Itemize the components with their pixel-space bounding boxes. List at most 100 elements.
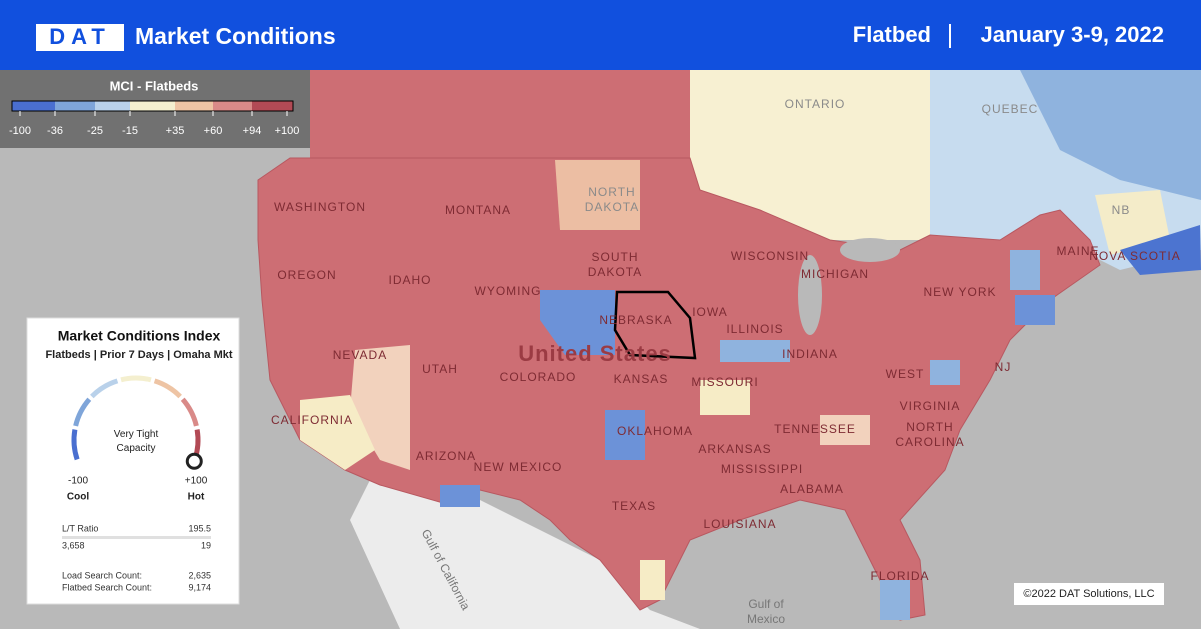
omaha-market <box>613 290 697 360</box>
map-label: WISCONSIN <box>731 249 809 263</box>
map-label: NJ <box>995 360 1012 374</box>
legend-frame <box>11 100 294 112</box>
search-label: Flatbed Search Count: <box>62 582 152 592</box>
us-land <box>257 157 1101 621</box>
header-bar <box>0 0 1201 70</box>
map-label: IOWA <box>692 305 728 319</box>
legend-swatch <box>213 101 252 111</box>
legend-swatch <box>252 101 293 111</box>
ne-area <box>1015 295 1055 325</box>
gauge-min-caption: Cool <box>67 492 89 503</box>
west-nebraska <box>540 290 615 355</box>
map-label: OKLAHOMA <box>617 424 693 438</box>
mexico-land <box>350 480 700 629</box>
header-title: Market Conditions <box>135 23 336 49</box>
map-label: IDAHO <box>388 273 431 287</box>
legend-swatch <box>12 101 55 111</box>
texas-area <box>640 560 665 600</box>
socal-area <box>300 395 375 470</box>
legend-swatch <box>175 101 213 111</box>
map-label: NEW MEXICO <box>474 460 563 474</box>
map-label: NOVA SCOTIA <box>1089 249 1180 263</box>
search-value: 2,635 <box>188 570 211 580</box>
gauge-segment <box>180 397 199 427</box>
nb-region <box>1095 190 1170 255</box>
gauge-min: -100 <box>68 476 88 487</box>
map-label: WASHINGTON <box>274 200 366 214</box>
map-label: KANSAS <box>614 372 669 386</box>
card-subtitle: Flatbeds | Prior 7 Days | Omaha Mkt <box>45 349 232 361</box>
lt-bar <box>62 536 211 539</box>
loads: 3,658 <box>62 540 85 550</box>
map-label: United States <box>518 341 672 366</box>
map-label: TENNESSEE <box>774 422 856 436</box>
oklahoma-area <box>605 410 645 460</box>
legend-tick-label: +60 <box>204 125 223 137</box>
arizona-area <box>440 485 480 507</box>
legend-tick-label: +35 <box>166 125 185 137</box>
legend-tick-label: +94 <box>243 125 262 137</box>
map-label: Gulf of Mexico <box>747 597 785 626</box>
north-dakota-area <box>555 160 640 230</box>
legend-scale: -100 -36 -25 -15 +35 +60 +94 +100 <box>9 100 300 137</box>
map-label: LOUISIANA <box>703 517 776 531</box>
lt-label: L/T Ratio <box>62 523 98 533</box>
map-label: CALIFORNIA <box>271 413 353 427</box>
map-label: ARKANSAS <box>698 442 771 456</box>
nova-scotia-region <box>1120 225 1201 275</box>
nevada-area <box>350 345 410 470</box>
gauge-segment <box>71 429 80 461</box>
legend-tick-label: -36 <box>47 125 63 137</box>
gauge-knob <box>185 452 203 470</box>
illinois-area <box>720 340 790 362</box>
map-label: NEBRASKA <box>599 313 672 327</box>
map-label: MISSISSIPPI <box>721 462 803 476</box>
copyright-box <box>1014 583 1164 605</box>
map-label: FLORIDA <box>870 569 929 583</box>
map-label: UTAH <box>422 362 458 376</box>
week: January 3-9, 2022 <box>981 22 1164 47</box>
lt-value: 195.5 <box>188 523 211 533</box>
map-label: WYOMING <box>475 284 542 298</box>
legend-swatch <box>55 101 95 111</box>
search-value: 9,174 <box>188 582 211 592</box>
lake-huron <box>840 238 900 262</box>
map-label: TEXAS <box>612 499 656 513</box>
map-label: ALABAMA <box>780 482 844 496</box>
trucks: 19 <box>201 540 211 550</box>
canada-west <box>310 70 690 170</box>
tennessee-area <box>820 415 870 445</box>
map-label: NEW YORK <box>923 285 996 299</box>
equipment: Flatbed <box>853 22 931 47</box>
map-label: QUEBEC <box>982 102 1039 116</box>
legend-swatch <box>95 101 130 111</box>
map-label: COLORADO <box>500 370 577 384</box>
legend-tick-label: +100 <box>275 125 300 137</box>
map-label: VIRGINIA <box>900 399 961 413</box>
gauge-max-caption: Hot <box>188 492 205 503</box>
logo: DAT <box>49 24 111 49</box>
map-label: MICHIGAN <box>801 267 869 281</box>
info-card <box>26 317 240 605</box>
map-label: ONTARIO <box>785 97 846 111</box>
map-label: SOUTH DAKOTA <box>588 250 642 279</box>
gauge-status: Very Tight Capacity <box>114 429 159 454</box>
gauge-segment <box>73 397 92 427</box>
virginia-area <box>930 360 960 385</box>
gauge-segment <box>153 378 182 399</box>
quebec-east <box>1020 70 1201 200</box>
gauge-segment <box>90 378 119 399</box>
copyright: ©2022 DAT Solutions, LLC <box>1023 588 1154 600</box>
map-label: OREGON <box>277 268 336 282</box>
map-label: INDIANA <box>782 347 838 361</box>
map-label: WEST <box>886 367 925 381</box>
map-label: ARIZONA <box>416 449 476 463</box>
map-label: MONTANA <box>445 203 511 217</box>
map-label: NB <box>1112 203 1131 217</box>
legend-tick-label: -25 <box>87 125 103 137</box>
vermont-area <box>1010 250 1040 290</box>
logo-box <box>36 24 124 51</box>
map-label: NORTH DAKOTA <box>585 185 639 214</box>
map-label: NORTH CAROLINA <box>895 420 964 449</box>
